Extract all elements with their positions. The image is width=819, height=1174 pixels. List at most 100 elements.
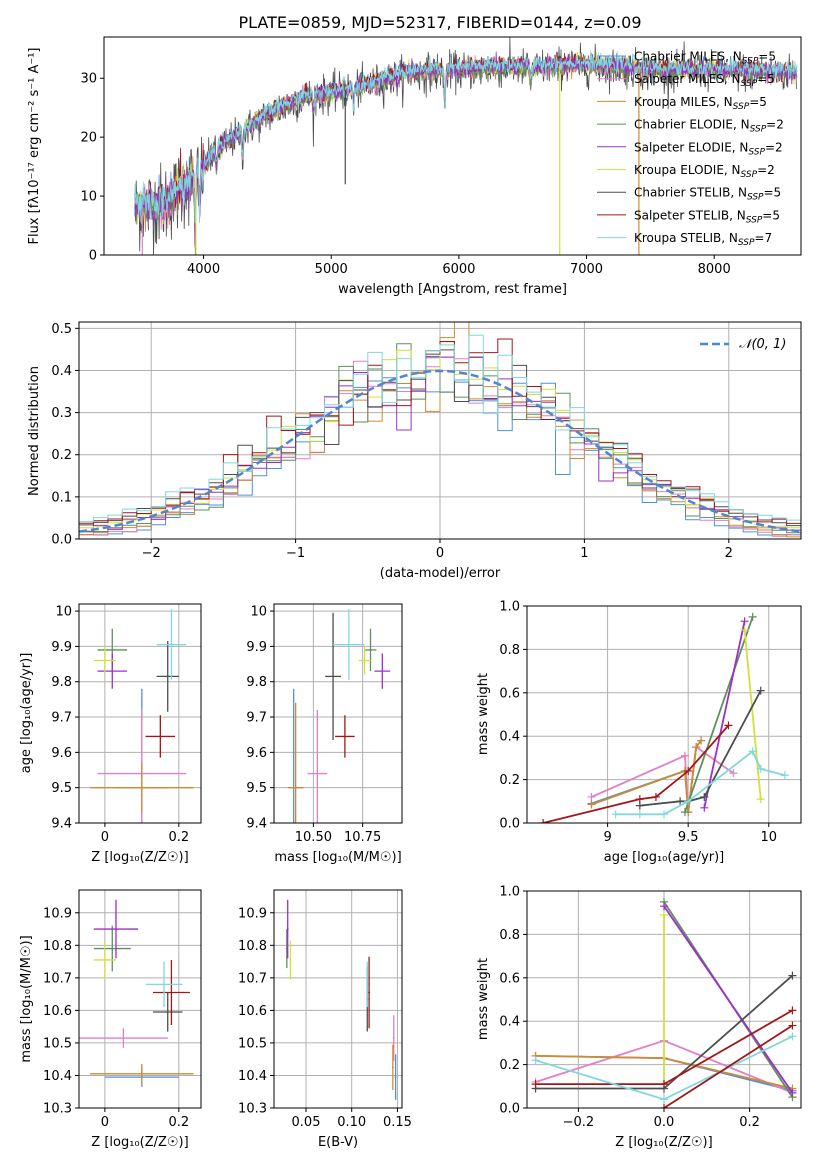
- weight-marker-salpeter-stelib: [788, 1006, 797, 1015]
- y-tick-label: 10: [55, 605, 72, 620]
- y-tick-label: 0.0: [499, 1102, 520, 1117]
- weight-marker-kroupa-stelib: [748, 747, 757, 756]
- y-tick-label: 10.8: [43, 939, 72, 954]
- weight-line-chabrier-elodie: [684, 616, 754, 813]
- legend-label-chabrier-stelib: Chabrier STELIB, NSSP=5: [634, 186, 781, 203]
- y-tick-label: 9.4: [51, 817, 72, 832]
- weight-marker-kroupa-stelib: [684, 797, 693, 806]
- figure-title: PLATE=0859, MJD=52317, FIBERID=0144, z=0…: [238, 13, 641, 32]
- weight-marker-salpeter-elodie: [700, 803, 709, 812]
- legend-label-salpeter-elodie: Salpeter ELODIE, NSSP=2: [634, 140, 783, 157]
- y-tick-label: 9.7: [246, 711, 267, 726]
- weight-marker-chabrier-stelib: [676, 797, 685, 806]
- legend-label-salpeter-miles: Salpeter MILES, NSSP=5: [634, 72, 775, 89]
- weight-marker-chabrier-stelib: [700, 792, 709, 801]
- x-tick-label: 0: [101, 830, 109, 845]
- plot-area-weight-vs-age: [539, 612, 789, 823]
- y-axis-label: age [log₁₀(age/yr)]: [19, 653, 34, 774]
- y-tick-label: 0.2: [499, 1058, 520, 1073]
- y-tick-label: 0: [89, 249, 97, 264]
- y-tick-label: 0.6: [499, 971, 520, 986]
- y-tick-label: 0.5: [51, 322, 72, 337]
- plot-area-age-vs-mass: [287, 609, 391, 823]
- y-axis-label: mass [log₁₀(M/M☉)]: [19, 935, 34, 1062]
- axes-mass-vs-Z: 0 0.2 10.3 10.4 10.5 10.6 10.7 10.8 10.9 Z [log₁₀…: [19, 889, 202, 1150]
- weight-line-salpeter-stelib: [663, 1024, 793, 1108]
- axes-age-vs-Z: 0 0.2 9.4 9.5 9.6 9.7 9.8 9.9 10 Z [log₁₀(Z/Z☉)] a…: [19, 603, 202, 865]
- plot-area-mass-vs-EBV: [285, 899, 397, 1100]
- y-tick-label: 10: [250, 605, 267, 620]
- y-tick-label: 10.6: [43, 1004, 72, 1019]
- weight-line-chabrier-stelib: [639, 690, 762, 807]
- x-tick-label: −0.2: [563, 1115, 595, 1130]
- weight-marker-kroupa-stelib: [660, 810, 668, 819]
- y-tick-label: 30: [80, 72, 97, 87]
- y-tick-label: 0.0: [51, 533, 72, 548]
- y-tick-label: 1.0: [499, 885, 520, 900]
- weight-marker-salpeter-stelib: [531, 1080, 540, 1089]
- y-tick-label: 9.5: [246, 781, 267, 796]
- weight-marker-chabrier-elodie: [748, 612, 757, 621]
- y-tick-label: 10.9: [238, 906, 267, 921]
- weight-marker-salpeter-stelib: [788, 1021, 797, 1030]
- y-tick-label: 10.5: [43, 1036, 72, 1051]
- x-axis-label: E(B-V): [318, 1135, 358, 1150]
- x-axis-label: age [log₁₀(age/yr)]: [604, 850, 725, 865]
- y-tick-label: 9.6: [246, 746, 267, 761]
- y-axis-label: mass weight: [476, 958, 491, 1040]
- y-axis-label: Flux [fλ10⁻¹⁷ erg cm⁻² s⁻¹ A⁻¹]: [27, 48, 42, 245]
- weight-marker-salpeter-miles: [729, 769, 738, 778]
- legend-spectrum: Chabrier MILES, NSSP=5 Salpeter MILES, NS…: [597, 50, 784, 248]
- weight-marker-chabrier-stelib: [788, 971, 797, 980]
- y-axis-label: mass weight: [476, 673, 491, 755]
- y-tick-label: 9.8: [246, 675, 267, 690]
- weight-marker-kroupa-miles: [697, 736, 706, 745]
- x-axis-label: (data-model)/error: [380, 566, 501, 581]
- legend-label-chabrier-elodie: Chabrier ELODIE, NSSP=2: [634, 118, 784, 135]
- y-tick-label: 20: [80, 131, 97, 146]
- weight-marker-kroupa-stelib: [780, 771, 789, 780]
- axes-spectrum: 4000 5000 6000 7000 8000 0 10 20 30 wavelength [A…: [27, 36, 802, 297]
- weight-marker-kroupa-miles: [692, 743, 701, 752]
- weight-line-salpeter-elodie: [663, 905, 794, 1094]
- x-tick-label: 0.15: [383, 1115, 412, 1130]
- y-tick-label: 10.3: [238, 1102, 267, 1117]
- x-axis-label: Z [log₁₀(Z/Z☉)]: [615, 1135, 712, 1150]
- weight-marker-salpeter-stelib: [724, 721, 733, 730]
- y-tick-label: 10.7: [238, 971, 267, 986]
- y-tick-label: 0.4: [51, 364, 72, 379]
- spectrum-line-kroupa-stelib: [134, 50, 798, 224]
- weight-marker-salpeter-elodie: [660, 902, 668, 911]
- y-tick-label: 0.3: [51, 406, 72, 421]
- x-tick-label: 0.10: [337, 1115, 366, 1130]
- plot-area-mass-vs-Z: [79, 899, 194, 1087]
- y-tick-label: 10.7: [43, 971, 72, 986]
- y-tick-label: 10.8: [238, 939, 267, 954]
- y-tick-label: 10.9: [43, 906, 72, 921]
- weight-marker-kroupa-miles: [587, 800, 596, 809]
- axes-frame: [78, 603, 202, 824]
- axes-mass-vs-EBV: 0.05 0.10 0.15 10.3 10.4 10.5 10.6 10.7 10.8 10.9…: [238, 889, 412, 1150]
- weight-marker-salpeter-miles: [587, 792, 596, 801]
- y-tick-label: 10.4: [238, 1069, 267, 1084]
- axes-residuals: −2 −1 0 1 2 0.0 0.1 0.2 0.3 0.4 0.5 (data-model)/er…: [27, 321, 802, 581]
- y-tick-label: 10.4: [43, 1069, 72, 1084]
- axes-weight-vs-age: 9 9.5 10 0.0 0.2 0.4 0.6 0.8 1.0 age [log₁₀(age/y…: [476, 600, 802, 865]
- axes-frame: [526, 605, 802, 824]
- x-tick-label: 7000: [570, 262, 603, 277]
- legend-label-gauss: 𝒩(0, 1): [739, 337, 786, 352]
- axes-weight-vs-Z: −0.2 0.0 0.2 0.0 0.2 0.4 0.6 0.8 1.0 Z [log₁₀(Z/Z…: [476, 885, 802, 1150]
- weight-marker-salpeter-stelib: [539, 819, 548, 823]
- histogram-kroupa-elodie: [79, 341, 801, 532]
- y-tick-label: 0.4: [499, 1015, 520, 1030]
- weight-marker-salpeter-miles: [680, 751, 689, 760]
- weight-marker-salpeter-stelib: [635, 795, 644, 804]
- x-tick-label: 0.05: [292, 1115, 321, 1130]
- y-tick-label: 9.7: [51, 711, 72, 726]
- plot-area-age-vs-Z: [90, 609, 194, 823]
- plot-area-residuals: [79, 322, 801, 538]
- y-tick-label: 0.2: [51, 448, 72, 463]
- y-tick-label: 0.0: [499, 817, 520, 832]
- gauss-curve: [79, 369, 801, 533]
